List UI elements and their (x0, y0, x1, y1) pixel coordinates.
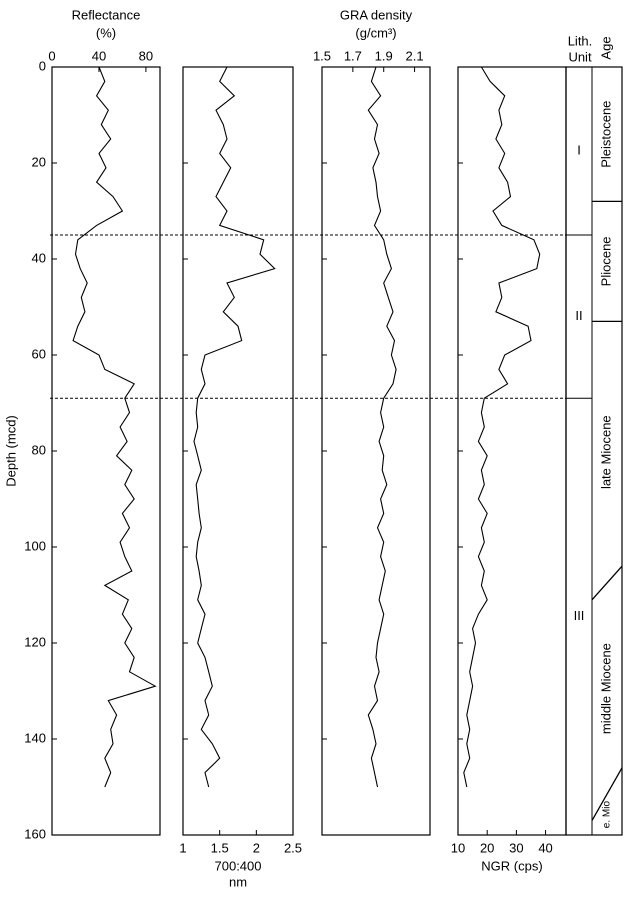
x-tick-label: 2 (253, 840, 260, 855)
panel-frame (51, 66, 161, 836)
axis-label: 700:400 (215, 858, 262, 873)
age-boundary (591, 565, 623, 601)
y-tick-label: 60 (32, 346, 46, 361)
log-line (193, 66, 276, 788)
age-boundary (591, 767, 623, 821)
unit-label: III (574, 608, 585, 623)
axis-label: NGR (cps) (481, 858, 542, 873)
strat-frame (565, 66, 623, 836)
x-tick-label: 30 (509, 840, 523, 855)
unit-label: I (577, 142, 581, 157)
age-label: middle Miocene (598, 643, 613, 734)
unit-label: II (575, 308, 582, 323)
x-tick-label: 0 (48, 48, 55, 63)
y-tick-label: 160 (24, 826, 46, 841)
x-tick-label: 40 (538, 840, 552, 855)
age-label: late Miocene (598, 415, 613, 489)
x-tick-label: 80 (139, 48, 153, 63)
y-tick-label: 0 (39, 58, 46, 73)
log-line (463, 66, 541, 788)
panel-frame (182, 66, 294, 836)
x-tick-label: 2.1 (406, 48, 424, 63)
age-label: Pleistocene (598, 101, 613, 168)
log-line (72, 66, 157, 788)
y-tick-label: 100 (24, 538, 46, 553)
x-tick-label: 1.5 (211, 840, 229, 855)
log-line (367, 66, 397, 788)
y-tick-label: 140 (24, 730, 46, 745)
y-tick-label: 80 (32, 442, 46, 457)
x-tick-label: 20 (480, 840, 494, 855)
y-tick-label: 40 (32, 250, 46, 265)
axis-label: (g/cm³) (355, 25, 396, 40)
y-axis-label: Depth (mcd) (3, 415, 18, 487)
x-tick-label: 40 (92, 48, 106, 63)
x-tick-label: 2.5 (284, 840, 302, 855)
x-tick-label: 1 (179, 840, 186, 855)
x-tick-label: 1.9 (375, 48, 393, 63)
y-tick-label: 120 (24, 634, 46, 649)
panel-frame (457, 66, 567, 836)
unit-header: Lith. (568, 33, 593, 48)
age-label: e. Mio (602, 801, 613, 829)
x-tick-label: 1.7 (344, 48, 362, 63)
unit-header: Unit (568, 49, 592, 64)
axis-title: GRA density (340, 7, 413, 22)
axis-label: (%) (96, 25, 116, 40)
axis-title: Reflectance (72, 7, 141, 22)
x-tick-label: 10 (451, 840, 465, 855)
age-label: Pliocene (598, 236, 613, 286)
x-tick-label: 1.5 (313, 48, 331, 63)
axis-label: nm (229, 874, 247, 889)
age-header: Age (598, 36, 613, 59)
y-tick-label: 20 (32, 154, 46, 169)
